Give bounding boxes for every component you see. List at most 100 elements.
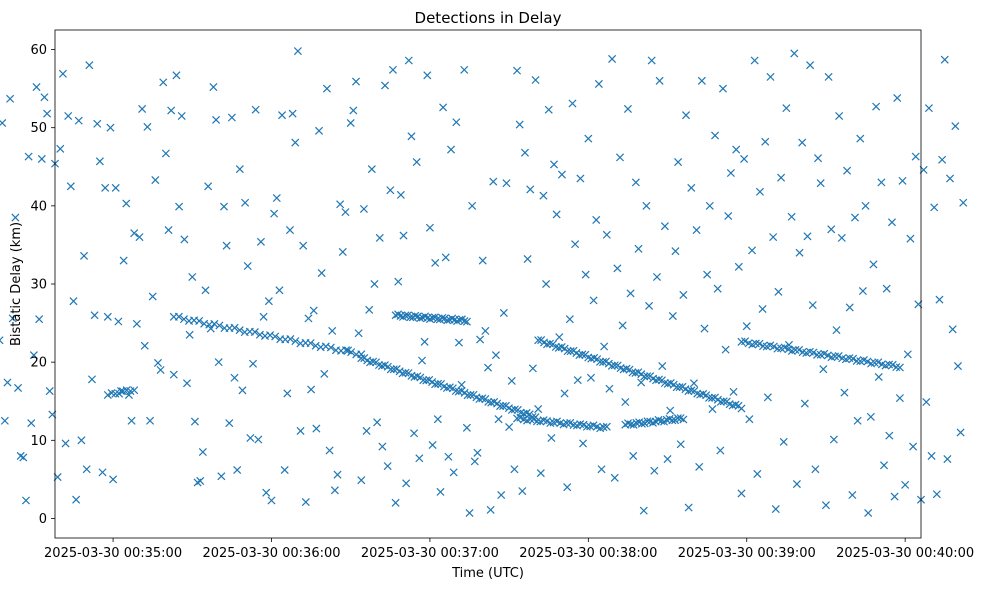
data-point (416, 314, 425, 323)
data-point (241, 198, 250, 207)
data-point (321, 342, 330, 351)
data-point (293, 47, 302, 56)
data-point (359, 204, 368, 213)
data-point (618, 321, 627, 330)
y-axis: 0 10 20 30 40 50 60 (30, 43, 55, 527)
data-point (821, 501, 830, 510)
data-point (491, 351, 500, 360)
data-point (663, 455, 672, 464)
data-point (349, 106, 358, 115)
data-point (586, 373, 595, 382)
data-point (697, 76, 706, 85)
data-point (357, 476, 366, 485)
data-point (470, 457, 479, 466)
data-point (167, 106, 176, 115)
data-point (148, 292, 157, 301)
data-point (615, 153, 625, 162)
data-point (777, 173, 786, 182)
data-point (486, 505, 495, 514)
data-point (668, 312, 677, 321)
data-point (285, 226, 295, 235)
data-point (526, 415, 535, 424)
data-point (428, 440, 437, 450)
data-point (201, 286, 210, 295)
data-point (460, 65, 469, 74)
data-point (90, 311, 99, 320)
data-point (893, 93, 902, 103)
data-point (956, 428, 965, 437)
data-point (306, 339, 315, 348)
data-point (428, 313, 437, 322)
data-point (628, 368, 637, 377)
data-point (58, 69, 67, 78)
data-point (222, 241, 231, 250)
data-point (449, 468, 458, 477)
data-point (499, 308, 508, 317)
data-point (742, 322, 751, 331)
data-point (254, 435, 263, 444)
data-point (576, 174, 585, 183)
data-point (248, 359, 258, 368)
data-point (14, 383, 23, 392)
data-point (179, 315, 188, 324)
data-point (111, 183, 120, 192)
data-point (795, 248, 804, 257)
data-point (507, 376, 516, 385)
data-point (692, 226, 701, 235)
data-point (286, 334, 295, 344)
data-point (87, 375, 96, 384)
data-point (557, 170, 566, 179)
data-point (182, 379, 192, 388)
data-point (874, 358, 883, 367)
plot-frame (54, 29, 922, 539)
data-point (415, 454, 424, 463)
data-point (77, 436, 86, 445)
data-point (647, 56, 656, 65)
data-point (645, 301, 654, 310)
data-point (37, 154, 46, 163)
data-point (315, 126, 324, 135)
data-point (468, 201, 477, 210)
data-point (431, 258, 440, 267)
data-point (634, 244, 643, 253)
data-point (837, 233, 846, 242)
data-point (130, 229, 139, 238)
data-point (959, 198, 968, 207)
data-point (782, 104, 791, 113)
data-point (642, 201, 651, 210)
data-point (906, 234, 915, 243)
data-point (338, 247, 347, 256)
data-point (419, 376, 428, 385)
data-point (317, 269, 326, 278)
data-point (243, 262, 252, 271)
data-point (169, 370, 178, 379)
data-point (835, 111, 844, 120)
data-point (732, 145, 741, 154)
data-point (72, 495, 81, 504)
data-point (153, 358, 162, 367)
data-point (436, 487, 445, 496)
data-point (895, 363, 904, 372)
data-point (272, 194, 281, 203)
data-point (705, 201, 714, 210)
data-point (629, 451, 638, 460)
data-point (924, 104, 933, 113)
data-point (748, 246, 757, 255)
data-point (453, 317, 462, 326)
data-point (215, 321, 224, 330)
data-point (903, 350, 912, 359)
data-point (362, 426, 371, 435)
data-point (367, 165, 376, 174)
data-point (209, 83, 218, 92)
data-point (434, 379, 443, 388)
data-point (175, 202, 184, 211)
data-point (755, 187, 764, 196)
data-point (8, 314, 17, 323)
data-point (190, 417, 199, 426)
data-point (369, 357, 378, 366)
data-point (177, 111, 186, 120)
data-point (40, 93, 49, 102)
data-point (270, 209, 279, 218)
data-point (251, 105, 260, 114)
data-point (311, 341, 320, 350)
